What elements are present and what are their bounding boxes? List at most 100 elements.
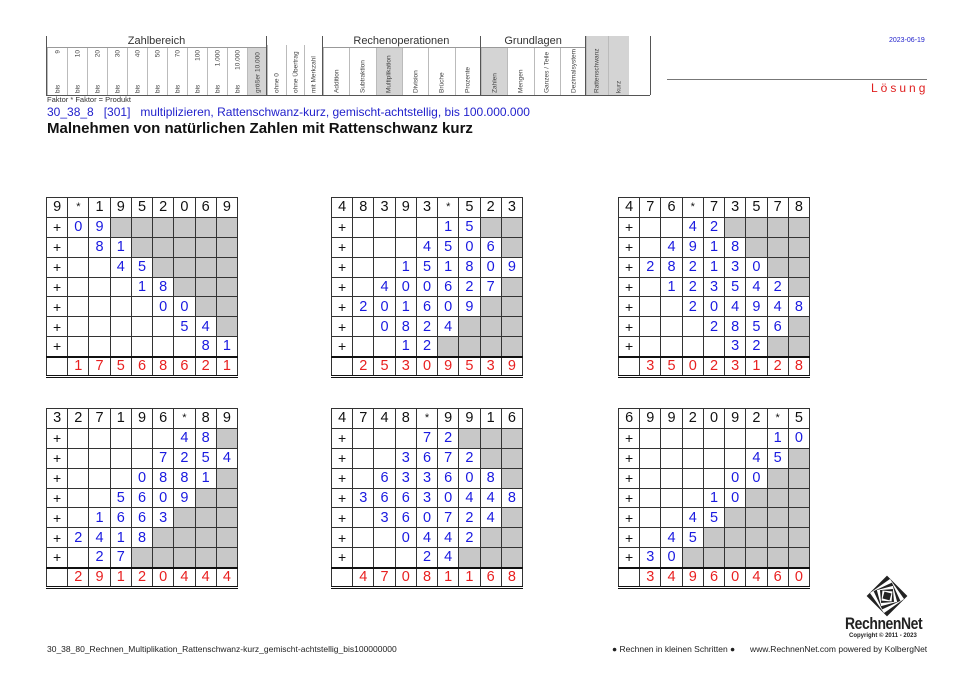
partial-digit: 7 (152, 447, 175, 469)
category-group-grundlagen: Grundlagen Zahlen Mengen Ganzes / Teile Dezi… (480, 36, 586, 95)
partial-digit (394, 547, 417, 569)
factor-digit: 3 (45, 408, 69, 429)
partial-digit (130, 427, 154, 449)
partial-product-row: +2 8 5 6 (617, 316, 811, 338)
factor-digit: 2 (67, 408, 90, 429)
partial-digit: 7 (415, 427, 439, 449)
partial-digit (660, 467, 683, 489)
partial-digit: 8 (479, 467, 502, 489)
plus-sign: + (45, 467, 69, 489)
result-digit: 1 (215, 355, 239, 379)
partial-digit: 6 (415, 447, 439, 469)
category-label: ohne Übertrag (292, 51, 300, 93)
partial-digit: 4 (660, 527, 683, 549)
shaded-cell (766, 467, 789, 489)
result-digit: 6 (702, 566, 726, 590)
partial-digit (639, 427, 662, 449)
multiply-sign: * (67, 197, 90, 218)
shaded-cell (173, 507, 196, 529)
shaded-cell (130, 216, 154, 238)
partial-product-row: +1 0 (617, 487, 811, 509)
shaded-cell (500, 236, 524, 258)
partial-product-row: +1 0 (617, 427, 811, 449)
partial-digit: 6 (394, 487, 417, 509)
partial-product-row: +0 8 8 1 (45, 467, 239, 489)
shaded-cell (194, 507, 217, 529)
range-value: 9 (54, 50, 61, 54)
category-column: 50 bis (147, 48, 167, 95)
shaded-cell (215, 427, 239, 449)
partial-product-row: +3 6 7 2 (330, 447, 524, 469)
range-label: bis (54, 84, 61, 93)
shaded-cell (766, 547, 789, 569)
partial-digit: 2 (681, 296, 704, 318)
partial-digit: 0 (415, 507, 439, 529)
category-label: ohne 0 (273, 73, 281, 93)
plus-sign: + (45, 527, 69, 549)
result-digit (617, 355, 641, 379)
shaded-cell (458, 547, 481, 569)
partial-digit: 7 (437, 507, 460, 529)
plus-sign: + (617, 216, 641, 238)
range-value: 20 (94, 50, 101, 58)
partial-digit: 5 (130, 256, 154, 278)
partial-digit (352, 276, 375, 298)
shaded-cell (745, 527, 768, 549)
factor-digit: 6 (194, 197, 217, 218)
category-column: 40 bis (127, 48, 147, 95)
plus-sign: + (45, 236, 69, 258)
shaded-cell (500, 316, 524, 338)
shaded-cell (702, 527, 726, 549)
partial-digit: 8 (500, 487, 524, 509)
multiply-sign: * (173, 408, 196, 429)
partial-digit (109, 276, 132, 298)
factor-digit: 9 (215, 408, 239, 429)
shaded-cell (787, 216, 811, 238)
category-label: mit Merkzahl (310, 56, 318, 93)
multiply-sign: * (415, 408, 439, 429)
factor-digit: 8 (352, 197, 375, 218)
result-digit: 8 (500, 566, 524, 590)
result-digit: 8 (152, 355, 175, 379)
partial-digit (88, 296, 111, 318)
partial-digit (394, 216, 417, 238)
partial-digit (373, 256, 396, 278)
result-digit (617, 566, 641, 590)
category-label: Zahlen (491, 73, 499, 93)
partial-digit: 1 (702, 487, 726, 509)
shaded-cell (194, 296, 217, 318)
exercise-grid-3: 4 7 6 * 7 3 5 7 8 +4 2 +4 9 1 8 +2 8 2 1 3 0 +1 2 3 5 4 2 +2 0 4 9 4 8 +2… (617, 197, 811, 379)
partial-digit: 5 (724, 276, 747, 298)
shaded-cell (215, 467, 239, 489)
result-digit: 2 (194, 355, 217, 379)
partial-digit: 8 (173, 467, 196, 489)
partial-digit: 4 (745, 276, 768, 298)
partial-product-row: +4 5 (45, 256, 239, 278)
shaded-cell (500, 276, 524, 298)
partial-product-row: +7 2 5 4 (45, 447, 239, 469)
partial-digit (639, 507, 662, 529)
plus-sign: + (45, 296, 69, 318)
partial-digit: 4 (479, 507, 502, 529)
partial-digit (681, 427, 704, 449)
result-digit: 0 (152, 566, 175, 590)
category-title-divider (47, 47, 266, 48)
shaded-cell (787, 507, 811, 529)
partial-digit (373, 336, 396, 358)
shaded-cell (215, 276, 239, 298)
shaded-cell (458, 427, 481, 449)
footer-filename: 30_38_80_Rechnen_Multiplikation_Rattensc… (47, 644, 397, 654)
partial-digit: 4 (415, 527, 439, 549)
shaded-cell (724, 507, 747, 529)
footer-website-link[interactable]: www.RechnenNet.com powered by KolbergNet (750, 644, 928, 654)
partial-product-row: +0 0 (45, 296, 239, 318)
partial-digit: 2 (681, 256, 704, 278)
factor-row: 6 9 9 2 0 9 2 * 5 (617, 408, 811, 429)
partial-digit: 1 (109, 527, 132, 549)
factor-digit: 7 (766, 197, 789, 218)
exercise-subtitle: 30_38_8 [301] multiplizieren, Rattenschw… (47, 105, 530, 119)
plus-sign: + (330, 507, 354, 529)
partial-digit: 4 (479, 487, 502, 509)
partial-digit (394, 236, 417, 258)
partial-digit: 4 (681, 507, 704, 529)
